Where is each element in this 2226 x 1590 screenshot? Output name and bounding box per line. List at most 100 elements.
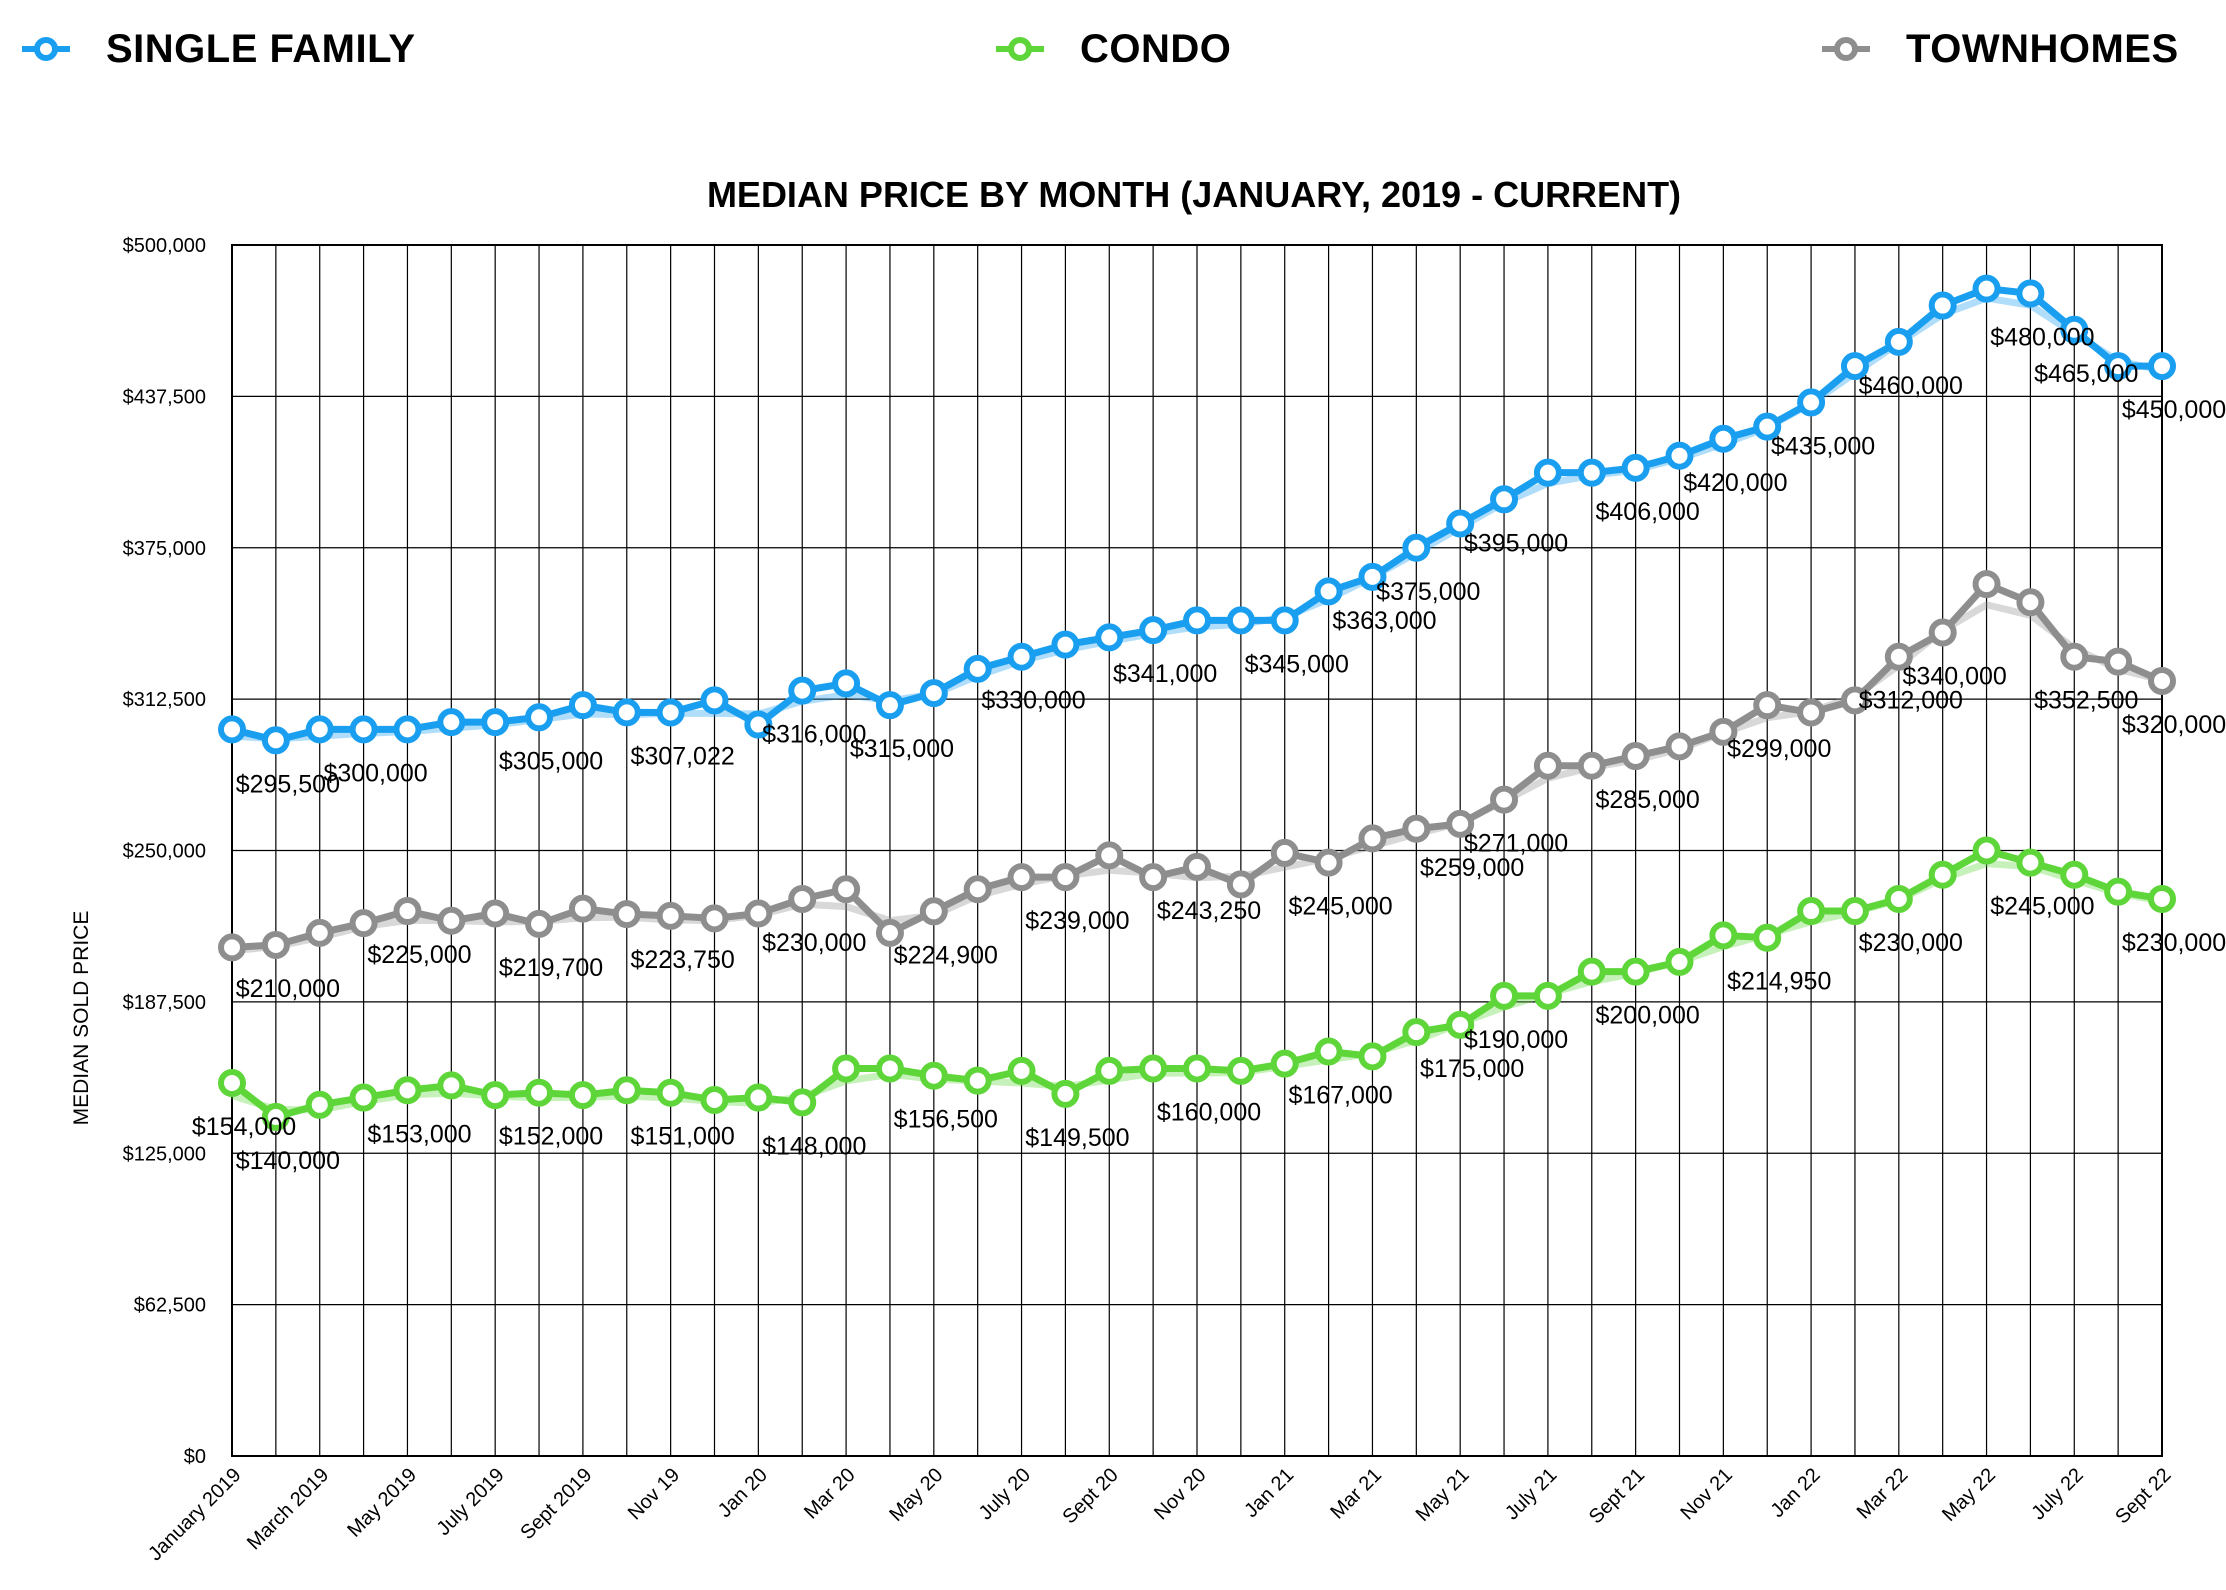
legend-label-townhomes: TOWNHOMES xyxy=(1906,26,2179,71)
legend-item-townhomes: TOWNHOMES xyxy=(1822,14,2179,84)
data-point xyxy=(919,679,948,708)
data-label: $225,000 xyxy=(367,941,471,969)
x-tick-label: Nov 20 xyxy=(1150,1464,1210,1524)
data-point xyxy=(612,1076,641,1105)
data-point xyxy=(919,897,948,926)
x-tick-label: January 2019 xyxy=(144,1464,245,1565)
data-point xyxy=(1797,897,1826,926)
data-label: $340,000 xyxy=(1903,663,2007,691)
data-label: $259,000 xyxy=(1420,854,1524,882)
plot-frame xyxy=(231,244,2163,1457)
y-tick-label: $375,000 xyxy=(123,538,206,560)
data-point xyxy=(1051,630,1080,659)
data-point xyxy=(1314,1037,1343,1066)
data-label: $243,250 xyxy=(1157,897,1261,925)
x-tick-label: May 22 xyxy=(1938,1464,2000,1526)
y-tick-label: $312,500 xyxy=(123,689,206,711)
data-point xyxy=(1928,860,1957,889)
data-label: $190,000 xyxy=(1464,1026,1568,1054)
data-point xyxy=(1577,957,1606,986)
data-point xyxy=(1095,623,1124,652)
data-point xyxy=(788,676,817,705)
data-label: $219,700 xyxy=(499,954,603,982)
data-point xyxy=(349,715,378,744)
data-point xyxy=(875,1054,904,1083)
data-point xyxy=(1226,870,1255,899)
data-point xyxy=(1621,957,1650,986)
data-point xyxy=(1139,616,1168,645)
data-point xyxy=(1095,1056,1124,1085)
data-label: $435,000 xyxy=(1771,432,1875,460)
x-tick-label: Sept 20 xyxy=(1058,1464,1122,1528)
data-label: $200,000 xyxy=(1595,1002,1699,1030)
data-point xyxy=(2148,666,2176,695)
data-point xyxy=(832,1054,861,1083)
data-point xyxy=(700,904,729,933)
data-point xyxy=(568,894,597,923)
data-point xyxy=(1884,327,1913,356)
series-townhomes xyxy=(218,570,2176,962)
data-label: $152,000 xyxy=(499,1123,603,1151)
data-point xyxy=(1446,1010,1475,1039)
data-point xyxy=(218,933,246,962)
data-point xyxy=(1183,606,1211,635)
data-point xyxy=(1621,742,1650,771)
data-point xyxy=(2016,588,2045,617)
data-point xyxy=(1226,1056,1255,1085)
data-label: $224,900 xyxy=(894,941,998,969)
data-point xyxy=(744,710,773,739)
data-label: $406,000 xyxy=(1595,498,1699,526)
data-point xyxy=(1183,852,1211,881)
legend-item-single-family: SINGLE FAMILY xyxy=(22,14,416,84)
legend-marker-single-family xyxy=(22,37,92,61)
data-point xyxy=(568,1081,597,1110)
data-point xyxy=(1665,947,1694,976)
data-label: $230,000 xyxy=(2122,929,2226,957)
data-label: $312,000 xyxy=(1859,687,1963,715)
data-label: $154,000 xyxy=(192,1113,296,1141)
data-point xyxy=(1051,1079,1080,1108)
x-tick-label: Sept 2019 xyxy=(516,1464,596,1544)
data-label: $375,000 xyxy=(1376,578,1480,606)
data-point xyxy=(1972,836,2001,865)
data-label: $305,000 xyxy=(499,747,603,775)
legend-label-condo: CONDO xyxy=(1080,26,1232,71)
data-point xyxy=(656,901,685,930)
data-point xyxy=(1665,441,1694,470)
data-point xyxy=(656,1078,685,1107)
data-point xyxy=(656,698,685,727)
data-label: $156,500 xyxy=(894,1106,998,1134)
y-tick-label: $62,500 xyxy=(134,1295,206,1317)
data-point xyxy=(481,899,510,928)
data-point xyxy=(305,1090,334,1119)
data-point xyxy=(1226,606,1255,635)
legend-marker-condo xyxy=(996,37,1066,61)
x-tick-label: July 21 xyxy=(1501,1464,1561,1524)
data-point xyxy=(1577,751,1606,780)
data-point xyxy=(963,654,992,683)
x-tick-label: May 21 xyxy=(1412,1464,1474,1526)
grid-layer xyxy=(231,244,2163,1457)
data-point xyxy=(1753,691,1782,720)
series-single-family xyxy=(218,274,2176,755)
data-point xyxy=(305,715,334,744)
data-point xyxy=(1007,863,1036,892)
x-tick-label: Jan 22 xyxy=(1767,1464,1825,1522)
data-point xyxy=(261,726,290,755)
data-point xyxy=(481,708,510,737)
data-point xyxy=(832,669,861,698)
data-point xyxy=(393,1076,422,1105)
data-label: $395,000 xyxy=(1464,529,1568,557)
data-label: $140,000 xyxy=(236,1147,340,1175)
data-point xyxy=(218,715,246,744)
data-label: $465,000 xyxy=(2034,360,2138,388)
data-point xyxy=(525,703,554,732)
data-label: $245,000 xyxy=(1990,893,2094,921)
data-label: $480,000 xyxy=(1990,323,2094,351)
data-label: $149,500 xyxy=(1025,1124,1129,1152)
data-point xyxy=(1095,841,1124,870)
data-label: $167,000 xyxy=(1288,1082,1392,1110)
data-point xyxy=(525,909,554,938)
y-tick-label: $125,000 xyxy=(123,1143,206,1165)
y-tick-label: $0 xyxy=(184,1446,206,1468)
